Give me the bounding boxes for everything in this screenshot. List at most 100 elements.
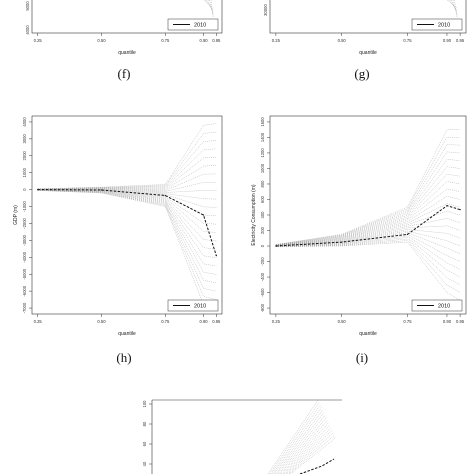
panel-i-ytick-label: -600 [260, 288, 265, 297]
panel-f-legend-label: 2010 [194, 23, 206, 29]
panel-f-legend-box [167, 18, 219, 31]
panel-i-ytick-label: -200 [260, 257, 265, 266]
panel-i-ytick-label: 200 [260, 226, 265, 234]
panel-j-band-line [284, 427, 332, 474]
panel-i-band-line [275, 241, 461, 301]
panel-h-series-point [202, 214, 205, 216]
panel-i-xtick-label: 0.25 [272, 319, 281, 324]
panel-i-band-line [275, 151, 461, 245]
panel-f-ytick-label: 4000 [25, 25, 30, 35]
panel-h-xtick-label: 0.25 [34, 319, 43, 324]
panel-h-band-line [37, 148, 217, 190]
panel-i-series-point [459, 208, 461, 211]
panel-i-ytick-label: 1200 [260, 148, 265, 158]
panel-h-band-line [37, 190, 217, 292]
panel-g-band-line [452, 0, 458, 17]
panel-h-band-line [37, 189, 217, 208]
panel-h-panel-label: (h) [116, 350, 131, 365]
panel-h-band-line [37, 173, 217, 191]
panel-i-band-line [275, 218, 461, 246]
panel-j-band-line [273, 409, 323, 474]
panel-h-ytick-label: -3000 [22, 234, 27, 245]
panel-i-series-point [406, 233, 409, 235]
panel-f-xtick-label: 0.90 [199, 38, 208, 43]
panel-g-band-line [448, 0, 458, 11]
panel-i-band-line [275, 136, 461, 245]
panel-f-xtick-label: 0.25 [34, 38, 43, 43]
panel-i-band-line [275, 225, 461, 246]
panel-j-band-line [270, 404, 321, 474]
panel-i-band-line [275, 181, 461, 246]
panel-f-panel-label: (f) [118, 66, 131, 81]
panel-h-xtick-label: 0.75 [161, 319, 170, 324]
panel-j-band-line [276, 414, 326, 474]
panel-i-band-line [275, 238, 461, 285]
panel-h-xlabel: quantile [118, 331, 136, 337]
panel-h-band-line [37, 131, 217, 190]
panel-h-ytick-label: -5000 [22, 268, 27, 279]
panel-g-xtick-label: 0.90 [443, 38, 452, 43]
panel-i-ytick-label: 800 [260, 180, 265, 188]
panel-j-ytick-label: 100 [142, 400, 147, 408]
panel-i-ytick-label: 1400 [260, 132, 265, 142]
panel-f-frame [31, 0, 223, 34]
panel-i-ytick-label: 400 [260, 211, 265, 219]
panel-f-band-line [206, 0, 214, 13]
panel-h-band-line [37, 190, 217, 300]
panel-g-xtick-label: 0.95 [456, 38, 465, 43]
panel-j-band-line [288, 434, 335, 474]
panel-g-band-line [451, 0, 458, 15]
panel-j-ytick-label: 60 [142, 441, 147, 446]
panel-h-ytick-label: 1000 [22, 167, 27, 177]
panel-f-band-line [210, 0, 214, 19]
panel-h-band-line [37, 189, 217, 233]
panel-h-band-line [37, 189, 217, 250]
panel-j-band-line [285, 429, 333, 474]
panel-h-band-line [37, 189, 217, 267]
panel-i-band-line [275, 129, 461, 245]
panel-j-band-line [267, 399, 319, 474]
panel-h-ytick-label: -6000 [22, 285, 27, 296]
panel-i-band-line [275, 237, 461, 278]
panel-f-xtick-label: 0.95 [212, 38, 221, 43]
panel-i-panel-label: (i) [356, 350, 368, 365]
panel-f-xtick-label: 0.75 [161, 38, 170, 43]
panel-h-band-line [37, 123, 217, 189]
panel-i-legend-box [411, 299, 463, 312]
panel-i-band-line [275, 229, 461, 247]
panel-i-band-line [275, 230, 461, 247]
panel-g-band-line [454, 0, 458, 19]
panel-h-ytick-label: 4000 [22, 117, 27, 127]
panel-i-ylabel: Electricity Consumption (m) [251, 184, 257, 245]
panel-h-xtick-label: 0.50 [97, 319, 106, 324]
panel-h-ytick-label: -1000 [22, 201, 27, 212]
panel-h-ylabel: GDP (m) [13, 205, 19, 225]
panel-g-panel-label: (g) [354, 66, 369, 81]
panel-h-band-line [37, 190, 217, 284]
panel-h-legend-label: 2010 [194, 304, 206, 310]
panel-i-xtick-label: 0.75 [403, 319, 412, 324]
panel-i-band-line [275, 234, 461, 262]
panel-i-band-line [275, 210, 461, 246]
panel-h-series-point [100, 189, 103, 191]
panel-g-xtick-label: 0.25 [272, 38, 281, 43]
panel-h-series-point [215, 255, 217, 257]
panel-j-band-line [269, 402, 320, 474]
panel-i-band-line [275, 144, 461, 245]
panel-i-xtick-label: 0.50 [338, 319, 347, 324]
panel-i-band-line [275, 240, 461, 293]
panel-i-xtick-label: 0.95 [456, 319, 465, 324]
panel-g-legend-box [411, 18, 463, 31]
panel-h-band-line [37, 190, 217, 309]
panel-f-band-line [204, 0, 214, 11]
panel-j-ytick-label: 40 [142, 461, 147, 466]
panel-h-band-line [37, 189, 217, 258]
panel-i-legend-label: 2010 [438, 304, 450, 310]
panel-g-xlabel: quantile [359, 50, 377, 56]
panel-i-ytick-label: 1600 [260, 117, 265, 127]
panel-h-series-line [37, 189, 217, 256]
panel-i-ytick-label: 1000 [260, 163, 265, 173]
panel-g-frame [269, 0, 467, 34]
panel-i-ytick-label: -800 [260, 303, 265, 312]
